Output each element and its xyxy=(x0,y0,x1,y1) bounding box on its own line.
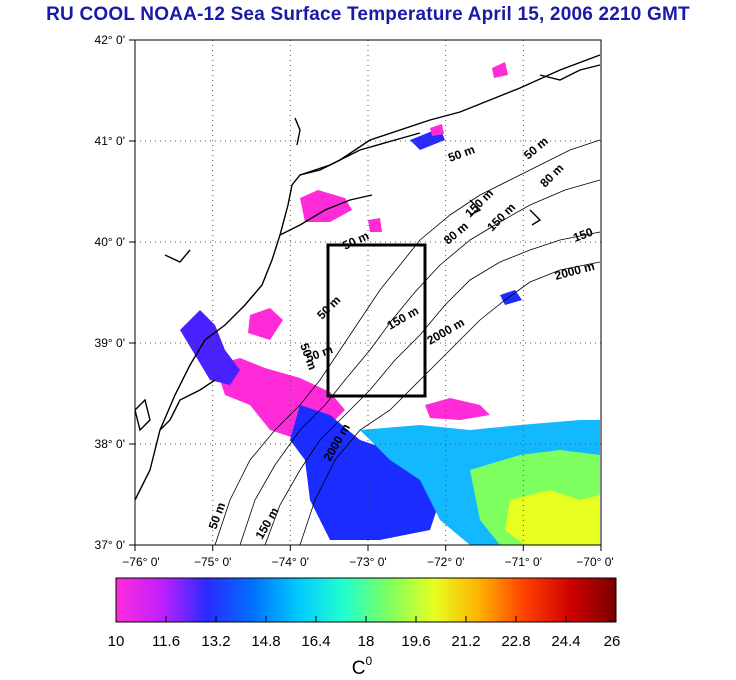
graticule xyxy=(135,40,601,545)
colorbar-tick-label: 11.6 xyxy=(152,633,180,650)
sst-patch-magenta-cape-cod xyxy=(430,124,444,136)
lon-tick-label: −76° 0' xyxy=(122,555,159,569)
sst-patch-blue-south xyxy=(290,405,440,540)
lon-tick-label: −73° 0' xyxy=(349,555,386,569)
sst-patch-magenta-ny-bight xyxy=(300,190,352,222)
unit-superscript: 0 xyxy=(366,654,373,668)
lon-axis: −76° 0' −75° 0' −74° 0' −73° 0' −72° 0' … xyxy=(122,545,614,569)
lat-tick-label: 41° 0' xyxy=(95,134,125,148)
lat-tick-label: 37° 0' xyxy=(95,538,125,552)
colorbar-tick-label: 14.8 xyxy=(251,633,280,650)
coastline xyxy=(135,54,601,501)
sst-patch-magenta-south xyxy=(425,398,490,420)
lat-tick-label: 39° 0' xyxy=(95,336,125,350)
sst-patch-magenta-nj xyxy=(248,308,283,340)
colorbar-tick-label: 16.4 xyxy=(301,633,330,650)
colorbar-gradient xyxy=(115,577,617,623)
colorbar-tick-label: 24.4 xyxy=(551,633,580,650)
lat-tick-label: 40° 0' xyxy=(95,235,125,249)
lat-axis: 42° 0' 41° 0' 40° 0' 39° 0' 38° 0' 37° 0… xyxy=(95,33,135,552)
colorbar-ticks xyxy=(165,616,567,622)
lon-tick-label: −72° 0' xyxy=(427,555,464,569)
lon-tick-label: −75° 0' xyxy=(194,555,231,569)
sst-patch-yellow-warm xyxy=(505,490,600,545)
bathymetry-contours xyxy=(214,139,601,545)
colorbar-unit: C0 xyxy=(352,654,373,679)
colorbar: 10 11.6 13.2 14.8 16.4 18 19.6 21.2 22.8… xyxy=(108,577,621,679)
colorbar-tick-label: 26 xyxy=(604,633,621,650)
lon-tick-label: −74° 0' xyxy=(272,555,309,569)
colorbar-tick-label: 19.6 xyxy=(401,633,430,650)
study-box xyxy=(326,243,427,398)
lon-tick-label: −70° 0' xyxy=(576,555,613,569)
sst-patch-purple-bay xyxy=(180,310,240,385)
map-panel: 50 m 50 m 80 m 150 m 150 2000 m 50 m 80 … xyxy=(134,39,602,546)
colorbar-tick-label: 10 xyxy=(108,633,125,650)
colorbar-tick-label: 18 xyxy=(358,633,375,650)
map-title: RU COOL NOAA-12 Sea Surface Temperature … xyxy=(46,4,690,25)
colorbar-tick-label: 21.2 xyxy=(451,633,480,650)
contour-label: 150 xyxy=(571,225,595,245)
lon-tick-label: −71° 0' xyxy=(505,555,542,569)
sst-field xyxy=(180,62,600,545)
lat-tick-label: 42° 0' xyxy=(95,33,125,47)
colorbar-tick-label: 22.8 xyxy=(501,633,530,650)
unit-base: C xyxy=(352,658,366,679)
colorbar-tick-label: 13.2 xyxy=(201,633,230,650)
sst-patch-magenta-shelf xyxy=(368,218,382,232)
sst-patch-magenta-ne xyxy=(492,62,508,78)
lat-tick-label: 38° 0' xyxy=(95,437,125,451)
sst-patch-blue-eddy xyxy=(500,290,522,305)
